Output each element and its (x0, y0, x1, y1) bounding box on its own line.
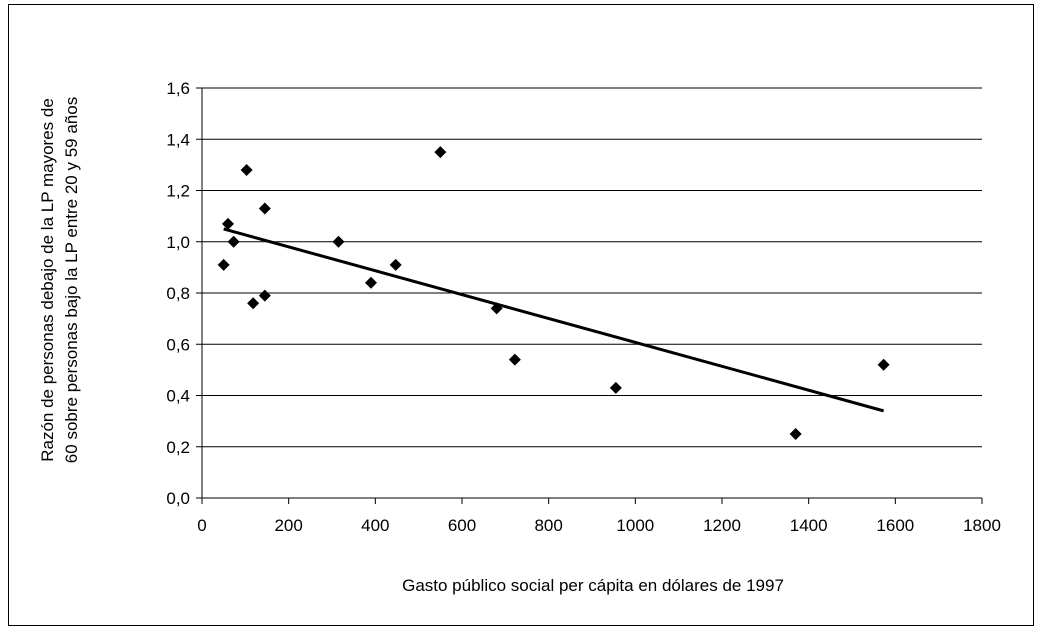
x-tick-label: 400 (361, 516, 389, 535)
x-tick-label: 1200 (703, 516, 741, 535)
data-point (389, 258, 402, 271)
data-point (365, 276, 377, 289)
y-tick-label: 0,0 (166, 489, 190, 508)
x-tick-label: 1400 (790, 516, 828, 535)
data-point (240, 164, 253, 176)
trendline (223, 227, 885, 413)
data-point (258, 202, 271, 215)
data-point (490, 302, 503, 315)
x-tick-label: 1600 (876, 516, 914, 535)
y-axis-title-line-1: Razón de personas debajo de la LP mayore… (38, 98, 57, 462)
data-point (877, 358, 890, 371)
y-axis-title-line-2: 60 sobre personas bajo la LP entre 20 y … (62, 97, 81, 463)
y-tick-labels: 0,0 0,2 0,4 0,6 0,8 1,0 1,2 1,4 1,6 (166, 79, 190, 508)
y-tick-label: 0,4 (166, 387, 190, 406)
x-tick-label: 800 (534, 516, 562, 535)
x-tick-label: 1000 (616, 516, 654, 535)
y-tick-label: 0,6 (166, 335, 190, 354)
data-point (217, 258, 230, 271)
data-point (332, 235, 345, 248)
data-point (434, 146, 447, 159)
data-point (222, 217, 234, 230)
y-tick-label: 1,0 (166, 233, 190, 252)
data-point (247, 297, 260, 310)
data-point (609, 381, 622, 394)
data-points (217, 146, 890, 440)
data-point (258, 289, 271, 302)
chart-frame: 0,0 0,2 0,4 0,6 0,8 1,0 1,2 1,4 1,6 0 200 400 600 80… (8, 4, 1034, 626)
trendline-group (223, 227, 885, 413)
x-tick-label: 1800 (963, 516, 1001, 535)
data-point (227, 235, 240, 248)
y-tick-label: 0,2 (166, 438, 190, 457)
y-tick-label: 1,4 (166, 130, 190, 149)
x-axis-title: Gasto público social per cápita en dólar… (402, 576, 784, 595)
data-point (789, 427, 802, 440)
x-tick-label: 200 (274, 516, 302, 535)
data-point (508, 353, 521, 366)
axes (196, 87, 983, 504)
x-tick-label: 600 (448, 516, 476, 535)
x-tick-label: 0 (197, 516, 206, 535)
y-tick-label: 0,8 (166, 284, 190, 303)
gridlines (202, 87, 982, 448)
y-axis-title: Razón de personas debajo de la LP mayore… (38, 97, 81, 463)
y-tick-label: 1,2 (166, 182, 190, 201)
y-tick-label: 1,6 (166, 79, 190, 98)
scatter-chart: 0,0 0,2 0,4 0,6 0,8 1,0 1,2 1,4 1,6 0 200 400 600 80… (38, 79, 1001, 595)
x-tick-labels: 0 200 400 600 800 1000 1200 1400 1600 1800 (197, 516, 1001, 535)
